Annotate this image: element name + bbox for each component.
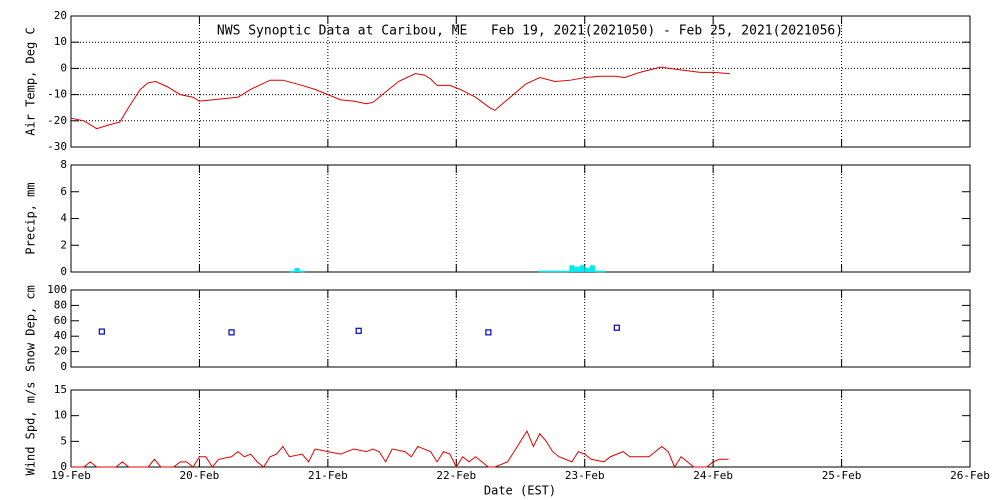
bar <box>574 266 580 272</box>
bar <box>548 270 554 273</box>
bar <box>299 270 305 273</box>
plot-frame <box>70 164 971 273</box>
bar <box>569 265 575 272</box>
marker <box>355 327 362 334</box>
x-tick-label: 21-Feb <box>308 469 348 482</box>
y-tick-label: 0 <box>60 360 67 373</box>
y-tick-label: -20 <box>47 114 67 127</box>
y-tick-label: 5 <box>60 434 67 447</box>
x-tick-label: 25-Feb <box>822 469 862 482</box>
y-tick-label: -30 <box>47 140 67 153</box>
y-tick-label: 20 <box>54 345 67 358</box>
marker <box>228 329 235 336</box>
bar <box>589 265 595 272</box>
y-tick-label: 2 <box>60 238 67 251</box>
y-tick-label: 40 <box>54 329 67 342</box>
x-tick-label: 22-Feb <box>436 469 476 482</box>
plot-frame <box>70 289 971 368</box>
y-tick-label: -10 <box>47 88 67 101</box>
x-tick-label: 26-Feb <box>950 469 990 482</box>
y-tick-label: 15 <box>54 383 67 396</box>
bar <box>294 267 300 272</box>
y-tick-label: 100 <box>47 283 67 296</box>
y-tick-label: 20 <box>54 9 67 22</box>
marker <box>613 324 620 331</box>
y-tick-label: 80 <box>54 298 67 311</box>
bar <box>564 270 570 273</box>
bar <box>595 270 601 273</box>
x-axis-label: Date (EST) <box>484 484 556 498</box>
y-tick-label: 0 <box>60 265 67 278</box>
y-axis-label: Wind Spd, m/s <box>24 382 38 476</box>
y-tick-label: 60 <box>54 314 67 327</box>
bar <box>559 270 565 273</box>
bar <box>584 267 590 272</box>
bar <box>538 270 544 273</box>
y-tick-label: 10 <box>54 35 67 48</box>
y-tick-label: 10 <box>54 409 67 422</box>
marker <box>485 329 492 336</box>
bar <box>553 270 559 273</box>
data-line <box>71 429 729 469</box>
x-tick-label: 19-Feb <box>51 469 91 482</box>
y-axis-label: Precip, mm <box>24 182 38 254</box>
x-tick-label: 24-Feb <box>693 469 733 482</box>
plot-frame <box>70 389 971 468</box>
plot-frame <box>70 15 971 148</box>
y-tick-label: 4 <box>60 212 67 225</box>
y-tick-label: 8 <box>60 158 67 171</box>
y-tick-label: 0 <box>60 61 67 74</box>
y-tick-label: 6 <box>60 185 67 198</box>
bar <box>543 270 549 273</box>
marker <box>98 328 105 335</box>
y-axis-label: Snow Dep, cm <box>24 285 38 372</box>
bar <box>600 270 606 273</box>
y-axis-label: Air Temp, Deg C <box>24 27 38 135</box>
x-tick-label: 20-Feb <box>180 469 220 482</box>
chart-title: NWS Synoptic Data at Caribou, ME Feb 19,… <box>217 24 843 39</box>
bar <box>289 270 295 273</box>
x-tick-label: 23-Feb <box>565 469 605 482</box>
bar <box>579 265 585 272</box>
data-line <box>70 66 730 130</box>
y-tick-label: 0 <box>60 460 67 473</box>
